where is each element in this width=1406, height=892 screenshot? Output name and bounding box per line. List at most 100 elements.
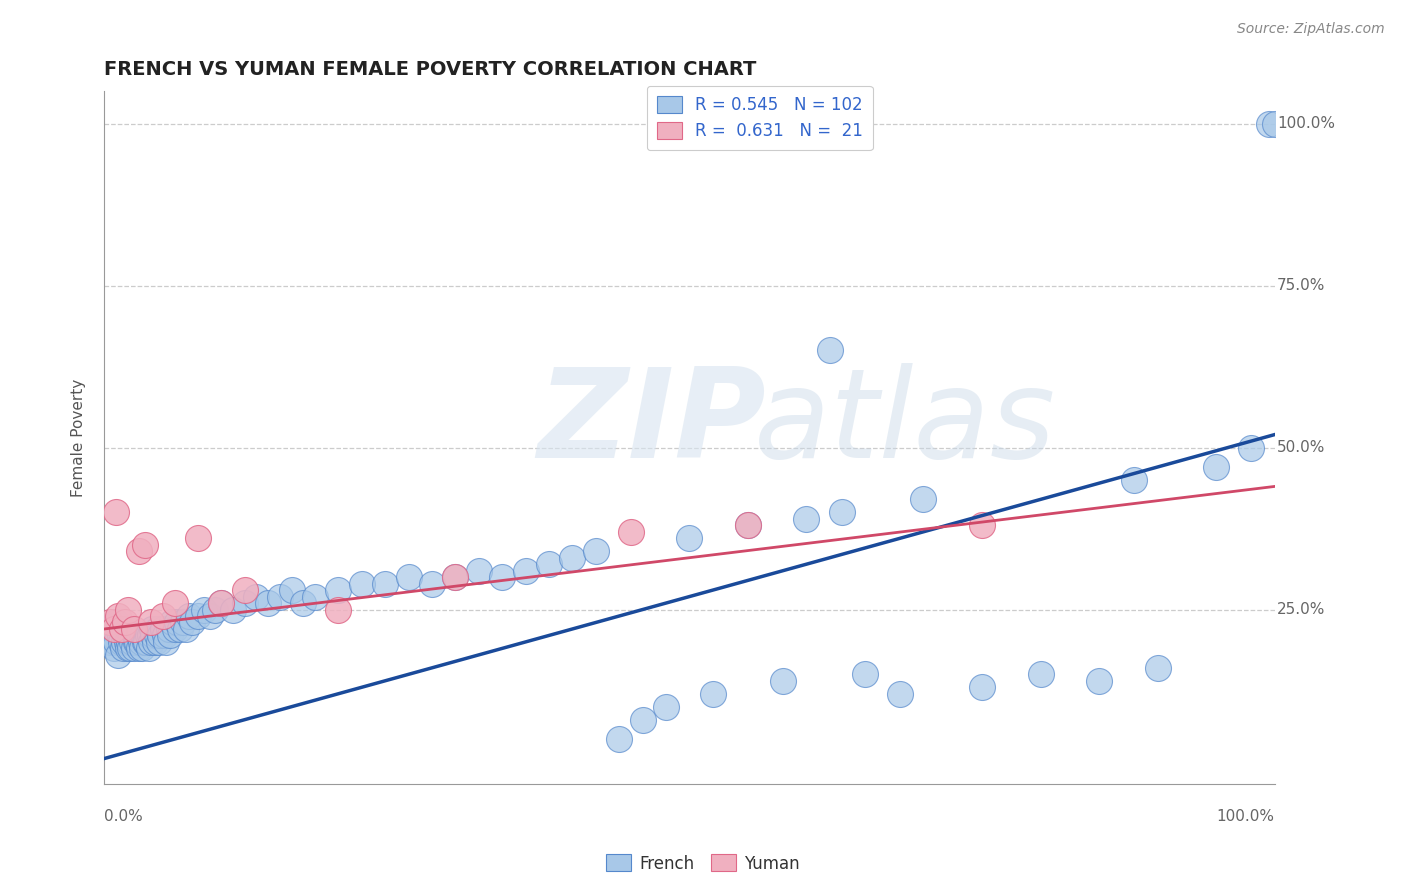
Point	[159, 628, 181, 642]
Point	[120, 628, 142, 642]
Point	[157, 622, 180, 636]
Point	[350, 576, 373, 591]
Point	[515, 564, 537, 578]
Point	[125, 635, 148, 649]
Point	[117, 641, 139, 656]
Point	[970, 680, 993, 694]
Point	[172, 615, 194, 630]
Point	[702, 687, 724, 701]
Point	[491, 570, 513, 584]
Point	[146, 622, 169, 636]
Point	[398, 570, 420, 584]
Point	[124, 628, 146, 642]
Point	[152, 622, 174, 636]
Point	[1029, 667, 1052, 681]
Legend: French, Yuman: French, Yuman	[599, 847, 807, 880]
Point	[110, 635, 132, 649]
Point	[131, 641, 153, 656]
Point	[444, 570, 467, 584]
Text: 25.0%: 25.0%	[1277, 602, 1326, 617]
Point	[1264, 117, 1286, 131]
Point	[209, 596, 232, 610]
Point	[655, 699, 678, 714]
Point	[233, 583, 256, 598]
Point	[912, 492, 935, 507]
Text: 100.0%: 100.0%	[1277, 116, 1334, 131]
Point	[152, 609, 174, 624]
Point	[304, 590, 326, 604]
Point	[149, 628, 172, 642]
Text: atlas: atlas	[754, 364, 1056, 484]
Legend: R = 0.545   N = 102, R =  0.631   N =  21: R = 0.545 N = 102, R = 0.631 N = 21	[647, 86, 873, 151]
Point	[280, 583, 302, 598]
Point	[187, 609, 209, 624]
Point	[115, 635, 138, 649]
Text: Source: ZipAtlas.com: Source: ZipAtlas.com	[1237, 22, 1385, 37]
Point	[153, 628, 176, 642]
Point	[139, 615, 162, 630]
Point	[1146, 661, 1168, 675]
Point	[222, 602, 245, 616]
Point	[374, 576, 396, 591]
Point	[166, 615, 188, 630]
Point	[139, 628, 162, 642]
Point	[163, 596, 186, 610]
Point	[1240, 441, 1263, 455]
Point	[98, 635, 121, 649]
Point	[105, 615, 128, 630]
Point	[132, 628, 155, 642]
Point	[105, 635, 128, 649]
Point	[139, 635, 162, 649]
Point	[620, 524, 643, 539]
Point	[631, 713, 654, 727]
Point	[148, 635, 170, 649]
Point	[772, 673, 794, 688]
Point	[561, 550, 583, 565]
Point	[118, 635, 141, 649]
Text: 0.0%: 0.0%	[104, 809, 143, 823]
Point	[103, 641, 125, 656]
Point	[537, 557, 560, 571]
Point	[98, 615, 121, 630]
Point	[134, 538, 156, 552]
Point	[122, 641, 145, 656]
Point	[328, 602, 350, 616]
Point	[163, 622, 186, 636]
Point	[125, 635, 148, 649]
Point	[143, 635, 166, 649]
Text: 100.0%: 100.0%	[1216, 809, 1275, 823]
Point	[129, 635, 152, 649]
Point	[142, 628, 165, 642]
Point	[269, 590, 291, 604]
Point	[233, 596, 256, 610]
Point	[101, 628, 124, 642]
Point	[146, 628, 169, 642]
Point	[103, 622, 125, 636]
Point	[107, 609, 129, 624]
Point	[292, 596, 315, 610]
Point	[117, 602, 139, 616]
Point	[737, 518, 759, 533]
Point	[444, 570, 467, 584]
Point	[104, 622, 127, 636]
Point	[160, 615, 183, 630]
Point	[169, 622, 191, 636]
Point	[1205, 460, 1227, 475]
Point	[122, 622, 145, 636]
Point	[853, 667, 876, 681]
Point	[831, 505, 853, 519]
Point	[1088, 673, 1111, 688]
Point	[177, 609, 200, 624]
Point	[111, 641, 134, 656]
Point	[607, 732, 630, 747]
Text: FRENCH VS YUMAN FEMALE POVERTY CORRELATION CHART: FRENCH VS YUMAN FEMALE POVERTY CORRELATI…	[104, 60, 756, 78]
Point	[112, 635, 135, 649]
Text: ZIP: ZIP	[537, 364, 766, 484]
Point	[585, 544, 607, 558]
Point	[1123, 473, 1146, 487]
Point	[174, 622, 197, 636]
Point	[198, 609, 221, 624]
Point	[970, 518, 993, 533]
Point	[737, 518, 759, 533]
Point	[105, 505, 128, 519]
